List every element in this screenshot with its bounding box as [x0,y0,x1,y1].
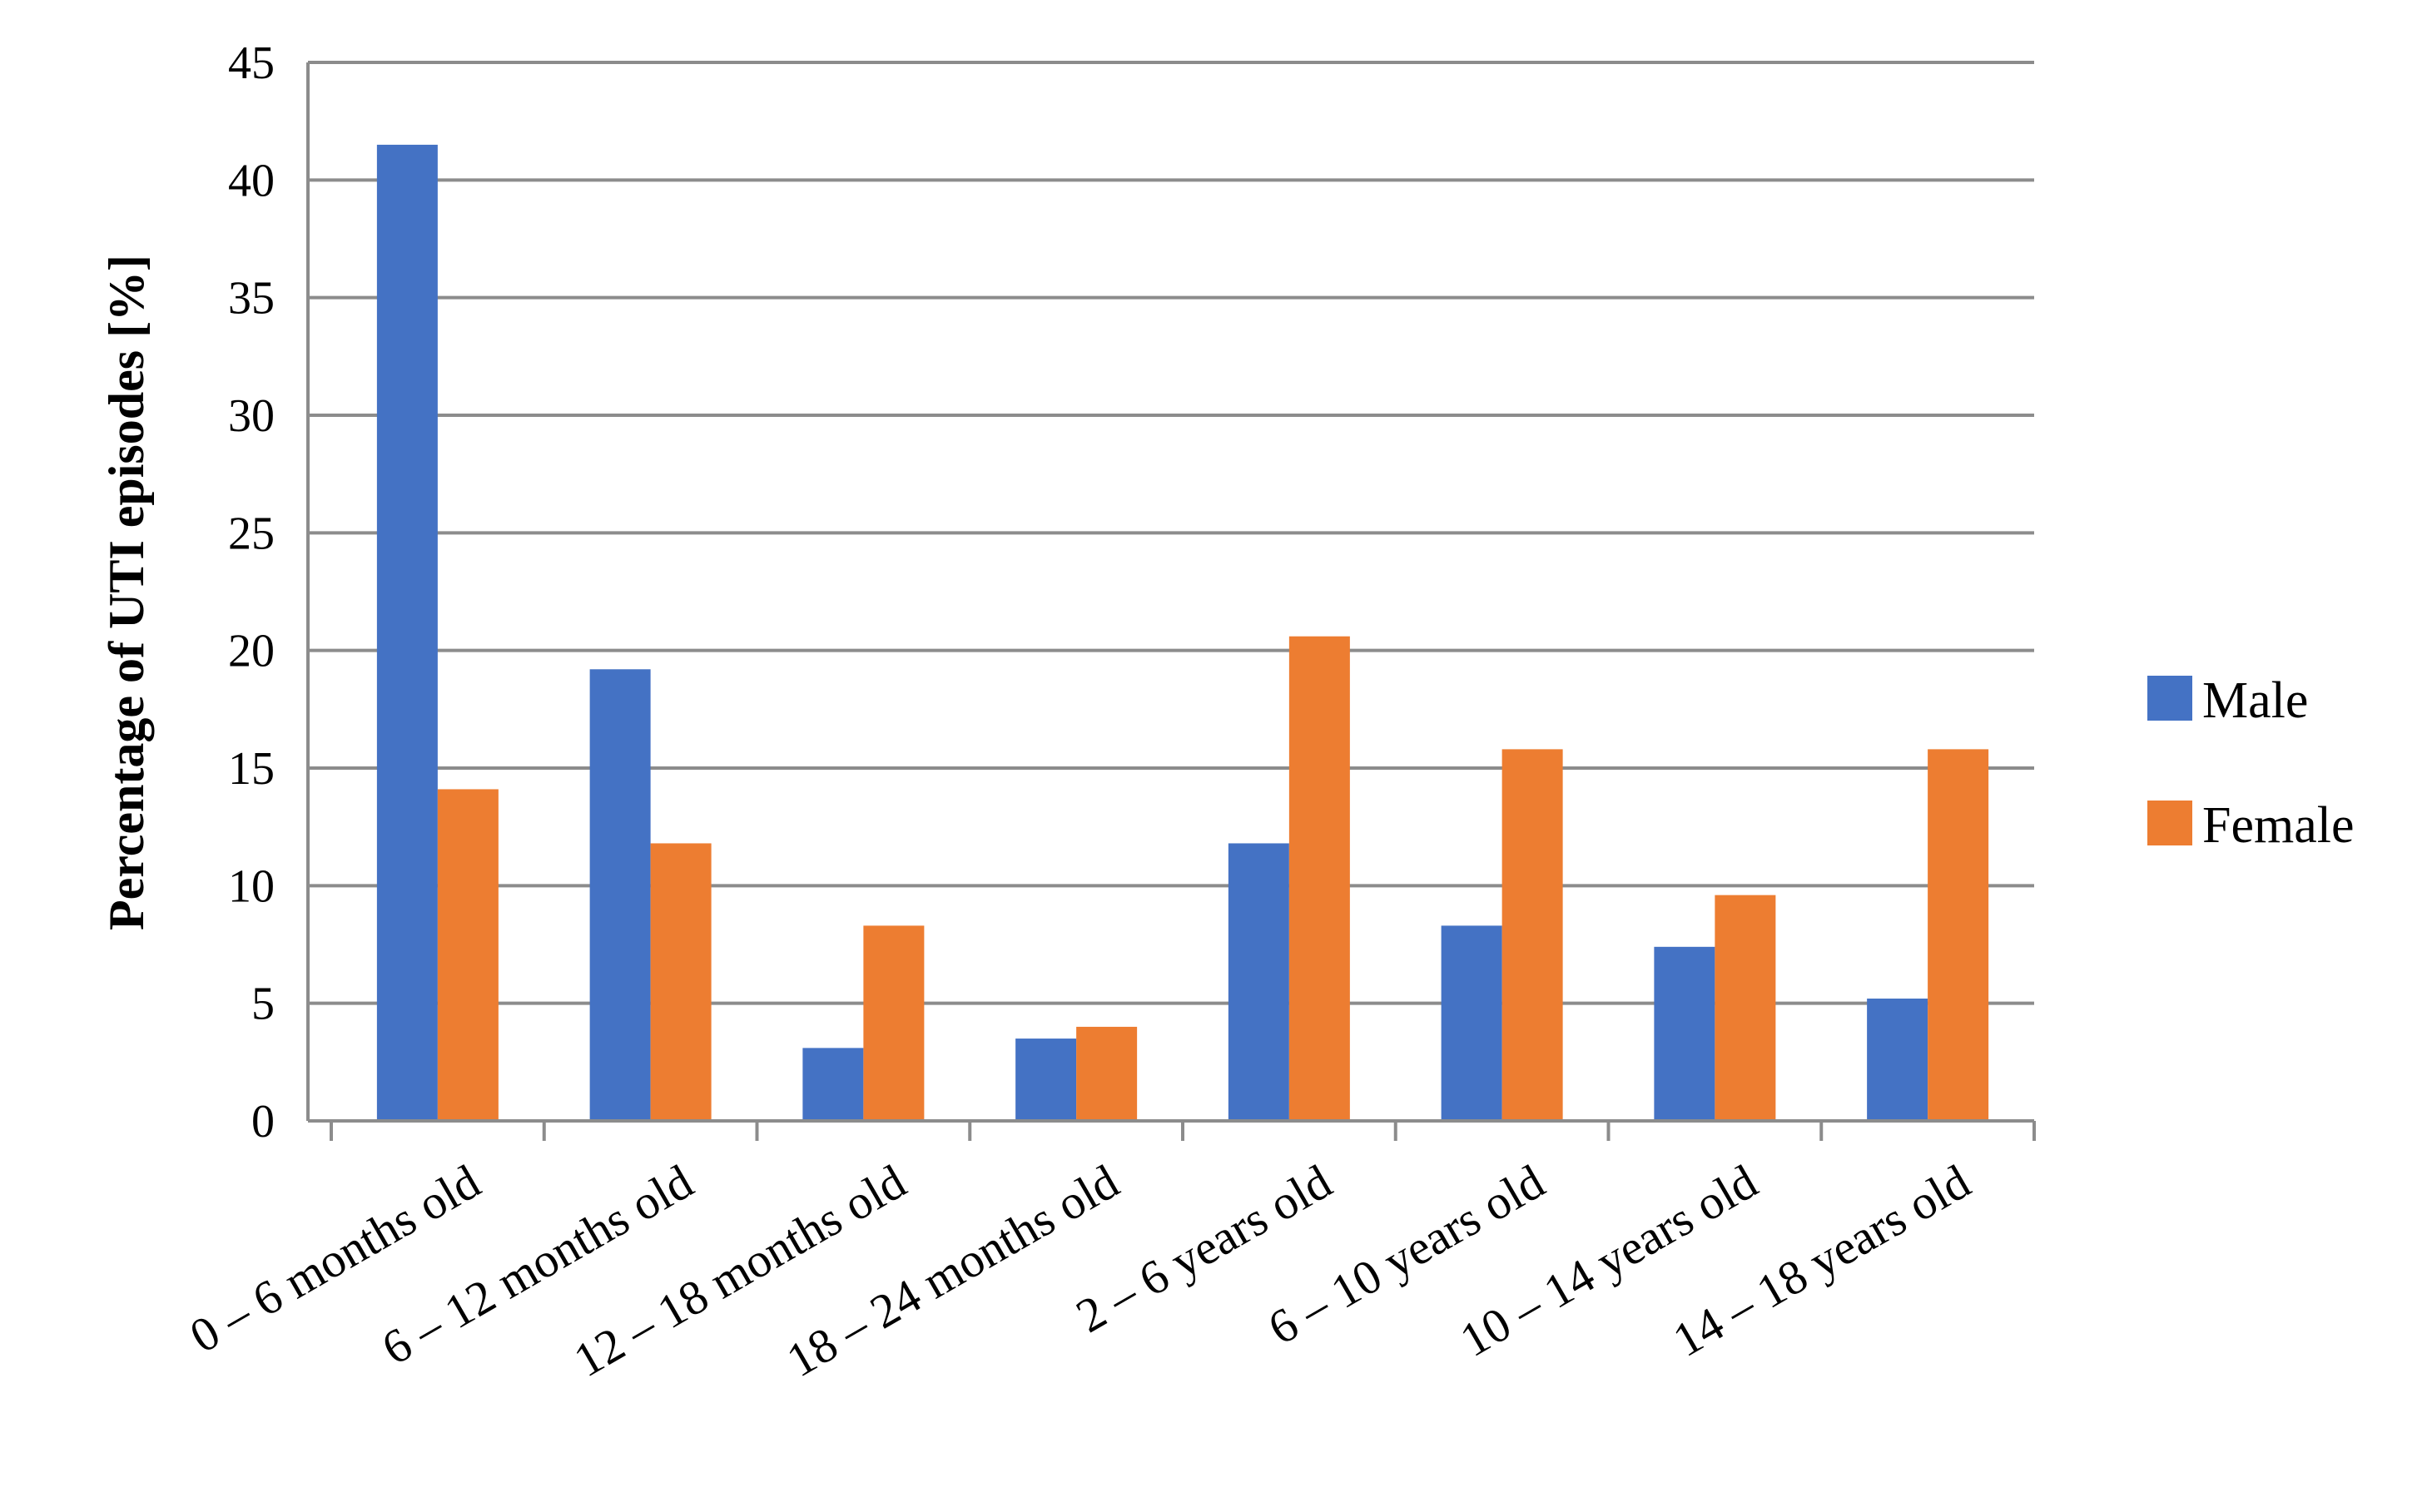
y-tick-label: 25 [228,508,275,559]
bar-male-2 [589,669,651,1121]
y-tick-label: 10 [228,860,275,912]
legend-swatch-female [2147,801,2192,845]
bar-female-7 [1715,895,1776,1121]
bars [376,144,1989,1121]
gridlines [308,61,2034,1005]
axes [306,62,2036,1141]
bar-female-4 [1076,1026,1138,1121]
y-tick-label: 20 [228,626,275,677]
y-tick-label: 30 [228,390,275,442]
y-tick-label: 0 [251,1096,275,1148]
y-tick-label: 5 [251,979,275,1030]
y-tick-labels: 0 5 10 15 20 25 30 35 40 45 [228,37,275,1148]
y-tick-label: 35 [228,273,275,325]
bar-male-3 [802,1048,864,1121]
legend: Male Female [2147,672,2355,854]
bar-male-6 [1441,925,1502,1121]
y-axis-label: Percentage of UTI episodes [%] [99,255,154,930]
bar-male-5 [1228,843,1289,1121]
bar-female-1 [437,789,499,1121]
bar-female-5 [1288,636,1350,1121]
legend-label-male: Male [2202,672,2308,729]
y-tick-label: 45 [228,37,275,89]
bar-female-2 [650,843,712,1121]
bar-male-1 [376,144,438,1121]
bar-male-4 [1015,1039,1077,1121]
bar-female-3 [863,925,925,1121]
bar-male-7 [1654,946,1715,1121]
bar-female-6 [1501,749,1563,1121]
legend-label-female: Female [2202,797,2355,854]
bar-male-8 [1867,999,1928,1121]
y-tick-label: 40 [228,155,275,206]
legend-swatch-male [2147,676,2192,721]
y-tick-label: 15 [228,743,275,795]
bar-female-8 [1928,749,1989,1121]
